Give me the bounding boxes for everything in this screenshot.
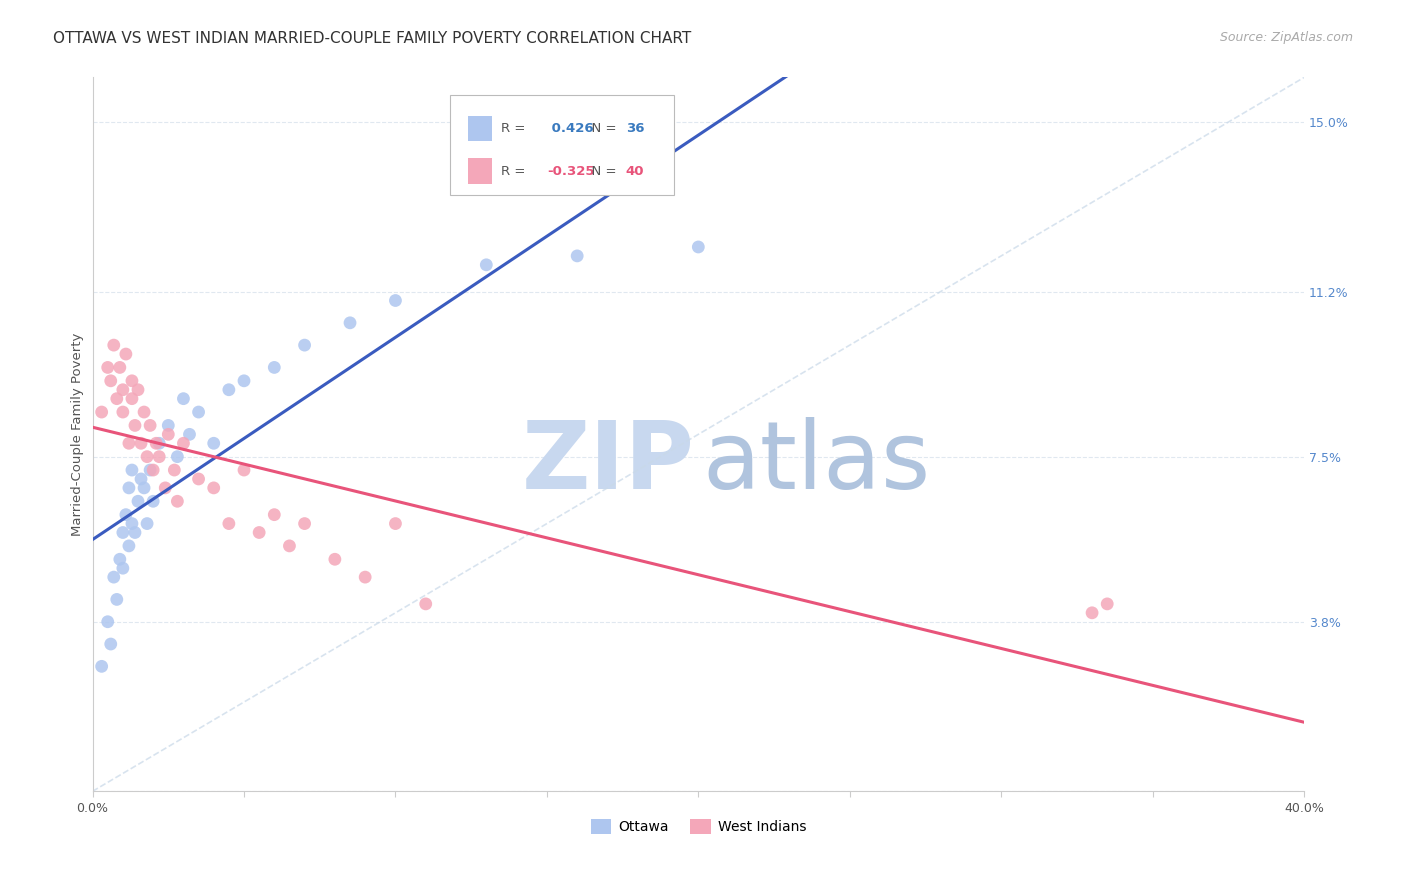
Point <box>278 539 301 553</box>
Point <box>142 463 165 477</box>
Text: N =: N = <box>583 165 621 178</box>
Text: ZIP: ZIP <box>522 417 695 509</box>
Point <box>127 383 149 397</box>
Point <box>115 508 138 522</box>
Point <box>97 360 120 375</box>
Point <box>172 392 194 406</box>
Point <box>132 481 155 495</box>
Point <box>166 450 188 464</box>
Point <box>124 525 146 540</box>
Point <box>155 481 177 495</box>
Point <box>118 436 141 450</box>
Point <box>157 427 180 442</box>
Point <box>105 392 128 406</box>
Point <box>688 240 710 254</box>
Point <box>233 374 256 388</box>
Y-axis label: Married-Couple Family Poverty: Married-Couple Family Poverty <box>72 333 84 536</box>
Text: R =: R = <box>501 122 530 135</box>
Point <box>247 525 270 540</box>
Point <box>323 552 346 566</box>
Point <box>118 539 141 553</box>
Point <box>121 516 143 531</box>
Point <box>111 561 134 575</box>
Point <box>90 405 112 419</box>
Point <box>567 249 589 263</box>
Point <box>136 516 159 531</box>
Point <box>1081 606 1104 620</box>
Point <box>121 374 143 388</box>
Point <box>108 360 131 375</box>
Text: R =: R = <box>501 165 530 178</box>
Point <box>218 516 240 531</box>
Text: 0.426: 0.426 <box>547 122 593 135</box>
Point <box>202 436 225 450</box>
Point <box>202 481 225 495</box>
Point <box>127 494 149 508</box>
Text: Source: ZipAtlas.com: Source: ZipAtlas.com <box>1219 31 1353 45</box>
Legend: Ottawa, West Indians: Ottawa, West Indians <box>591 820 806 834</box>
Point <box>111 525 134 540</box>
Bar <box>468 159 492 184</box>
Point <box>354 570 377 584</box>
Point <box>111 405 134 419</box>
Point <box>129 436 152 450</box>
Point <box>121 463 143 477</box>
Point <box>100 637 122 651</box>
Point <box>142 494 165 508</box>
Point <box>115 347 138 361</box>
Point <box>233 463 256 477</box>
Point <box>218 383 240 397</box>
Point <box>187 472 209 486</box>
Point <box>179 427 201 442</box>
Point <box>148 450 170 464</box>
Point <box>384 516 406 531</box>
Point <box>132 405 155 419</box>
Point <box>294 338 316 352</box>
Point <box>148 436 170 450</box>
Point <box>129 472 152 486</box>
Point <box>339 316 361 330</box>
Point <box>108 552 131 566</box>
Point <box>139 418 162 433</box>
Point <box>97 615 120 629</box>
Text: OTTAWA VS WEST INDIAN MARRIED-COUPLE FAMILY POVERTY CORRELATION CHART: OTTAWA VS WEST INDIAN MARRIED-COUPLE FAM… <box>53 31 692 46</box>
Point <box>163 463 186 477</box>
Text: N =: N = <box>583 122 621 135</box>
Point <box>139 463 162 477</box>
Point <box>145 436 167 450</box>
Point <box>263 360 285 375</box>
Point <box>475 258 498 272</box>
Point <box>415 597 437 611</box>
Text: 40: 40 <box>626 165 644 178</box>
Point <box>157 418 180 433</box>
Point <box>384 293 406 308</box>
Point <box>124 418 146 433</box>
Text: -0.325: -0.325 <box>547 165 595 178</box>
Point <box>294 516 316 531</box>
Point <box>103 338 125 352</box>
Text: 36: 36 <box>626 122 644 135</box>
Point <box>111 383 134 397</box>
Point <box>105 592 128 607</box>
FancyBboxPatch shape <box>450 95 673 195</box>
Point <box>187 405 209 419</box>
Point <box>103 570 125 584</box>
Point <box>100 374 122 388</box>
Point <box>121 392 143 406</box>
Point <box>90 659 112 673</box>
Point <box>172 436 194 450</box>
Point <box>166 494 188 508</box>
Bar <box>468 116 492 142</box>
Point <box>136 450 159 464</box>
Text: atlas: atlas <box>702 417 931 509</box>
Point <box>118 481 141 495</box>
Point <box>263 508 285 522</box>
Point <box>1095 597 1118 611</box>
